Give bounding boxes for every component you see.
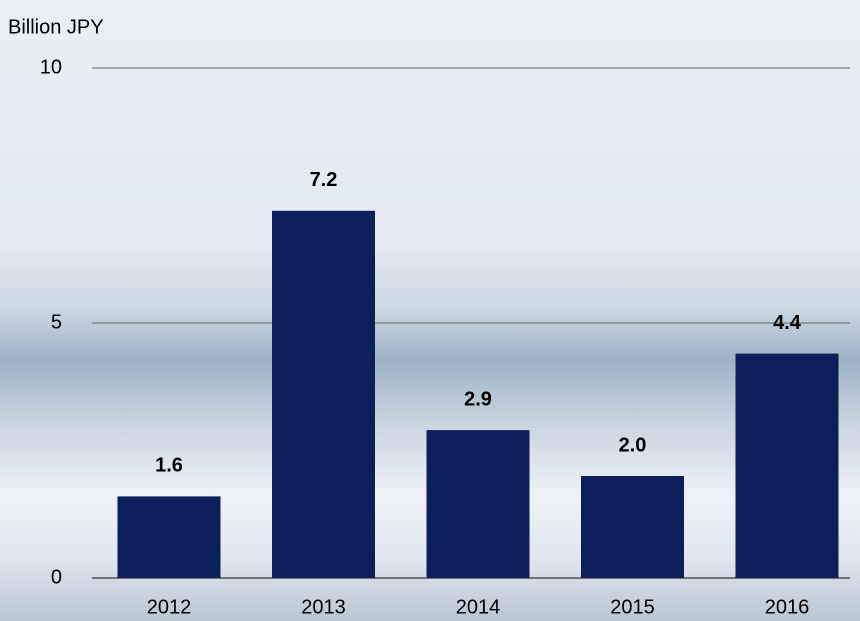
page: Billion JPY 0 5 10 2012 1.6 2013 7.2 2014 2.9 201… (0, 0, 860, 621)
bar (272, 211, 375, 578)
x-tick-label: 2015 (610, 596, 655, 618)
value-label: 2.0 (619, 434, 647, 456)
y-axis-title: Billion JPY (8, 16, 104, 38)
bar (736, 354, 839, 578)
value-label: 7.2 (310, 169, 338, 191)
chart: Billion JPY 0 5 10 2012 1.6 2013 7.2 2014 2.9 201… (0, 0, 860, 621)
value-label: 4.4 (773, 312, 802, 334)
x-tick-label: 2012 (147, 596, 192, 618)
x-tick-label: 2013 (301, 596, 346, 618)
bar (427, 430, 530, 578)
y-tick-label: 10 (40, 56, 62, 78)
value-label: 2.9 (464, 388, 492, 410)
bar (581, 476, 684, 578)
bar (118, 496, 221, 578)
x-tick-label: 2016 (765, 596, 810, 618)
y-tick-label: 0 (51, 566, 62, 588)
value-label: 1.6 (155, 455, 183, 477)
x-tick-label: 2014 (456, 596, 501, 618)
y-tick-label: 5 (51, 311, 62, 333)
